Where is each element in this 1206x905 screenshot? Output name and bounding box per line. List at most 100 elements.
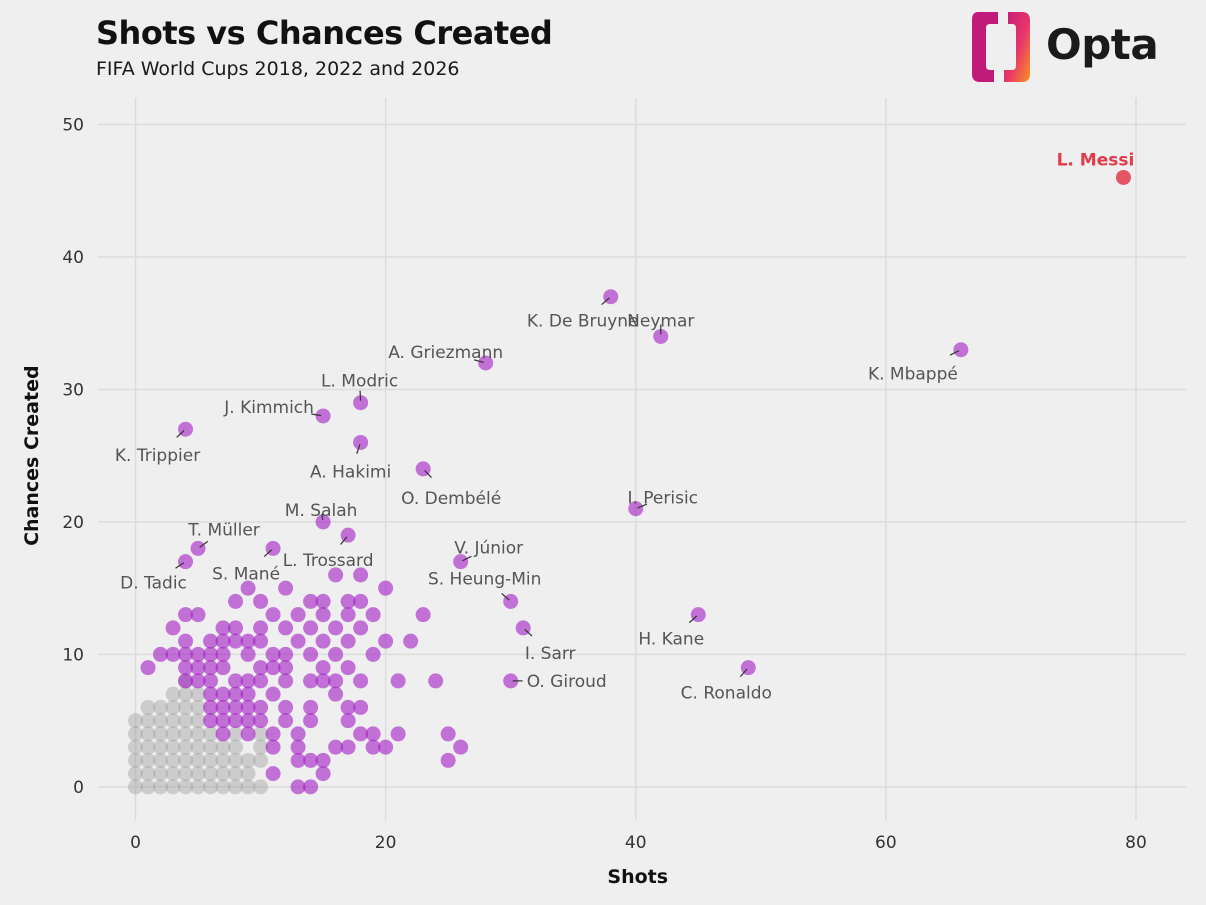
player-point (215, 646, 231, 662)
label-leader (311, 413, 322, 417)
labeled-point (953, 342, 969, 358)
player-point (378, 580, 394, 596)
player-point (240, 646, 256, 662)
player-point (390, 726, 406, 742)
labeled-point (353, 434, 369, 450)
player-point (278, 646, 294, 662)
grey-point (215, 779, 231, 795)
label-leader (739, 668, 748, 678)
player-point (303, 673, 319, 689)
label-leader (176, 430, 185, 438)
label-leader (263, 549, 273, 558)
grey-point (178, 713, 194, 729)
player-point (303, 646, 319, 662)
player-point (290, 726, 306, 742)
player-point (353, 726, 369, 742)
player-point (253, 593, 269, 609)
grey-point (153, 779, 169, 795)
labeled-point (453, 554, 469, 570)
grey-point (228, 739, 244, 755)
highlight-point (1115, 169, 1131, 185)
player-point (265, 766, 281, 782)
grey-point (128, 779, 144, 795)
player-label: Neymar (627, 311, 694, 331)
grey-point (203, 739, 219, 755)
player-point (353, 593, 369, 609)
grey-point (240, 752, 256, 768)
grey-point (253, 726, 269, 742)
grey-point (203, 779, 219, 795)
player-point (240, 580, 256, 596)
player-point (203, 713, 219, 729)
grey-point (140, 779, 156, 795)
grey-point (190, 713, 206, 729)
player-point (403, 633, 419, 649)
player-point (378, 633, 394, 649)
player-point (265, 660, 281, 676)
grey-point (165, 752, 181, 768)
grey-point (153, 752, 169, 768)
player-point (228, 686, 244, 702)
label-leader (199, 540, 209, 548)
player-point (265, 686, 281, 702)
label-leader (424, 469, 432, 478)
player-point (265, 607, 281, 623)
player-point (353, 567, 369, 583)
x-tick-label: 40 (625, 833, 647, 853)
grey-point (190, 779, 206, 795)
opta-logo-text: Opta (1046, 20, 1159, 69)
grey-point (165, 739, 181, 755)
player-label: S. Mané (212, 564, 280, 584)
grey-point (203, 726, 219, 742)
player-point (228, 713, 244, 729)
grey-point (153, 726, 169, 742)
player-point (253, 673, 269, 689)
player-point (215, 726, 231, 742)
player-point (340, 593, 356, 609)
grey-point (128, 766, 144, 782)
player-point (365, 646, 381, 662)
player-point (178, 660, 194, 676)
player-point (278, 699, 294, 715)
tick-labels: 0 20 40 60 80 0 10 20 30 40 50 (62, 115, 1146, 853)
y-tick-label: 20 (62, 513, 84, 533)
player-point (278, 713, 294, 729)
player-point (153, 646, 169, 662)
label-leader (688, 615, 698, 624)
player-label: K. De Bruyne (527, 312, 639, 332)
player-label: M. Salah (285, 501, 358, 521)
grey-point (165, 766, 181, 782)
player-point (328, 673, 344, 689)
grey-point (153, 766, 169, 782)
grey-point (215, 739, 231, 755)
player-point (228, 593, 244, 609)
label-leader (473, 359, 484, 364)
grey-point (128, 752, 144, 768)
player-point (215, 633, 231, 649)
player-point (178, 646, 194, 662)
player-point (240, 686, 256, 702)
grey-point (178, 779, 194, 795)
player-point (278, 660, 294, 676)
grey-point (253, 752, 269, 768)
grey-point (228, 766, 244, 782)
label-leader (524, 628, 533, 637)
player-point (278, 580, 294, 596)
label-leader (356, 444, 361, 454)
player-point (190, 646, 206, 662)
player-point (365, 739, 381, 755)
player-label: A. Hakimi (310, 462, 391, 482)
player-point (240, 633, 256, 649)
player-label: L. Trossard (283, 551, 374, 571)
player-point (340, 739, 356, 755)
player-point (240, 726, 256, 742)
labeled-point (353, 395, 369, 411)
player-point (265, 739, 281, 755)
label-leader (501, 593, 510, 601)
player-point (240, 699, 256, 715)
player-point (278, 620, 294, 636)
grey-point (140, 739, 156, 755)
grey-point (153, 739, 169, 755)
player-label: I. Perisic (627, 489, 698, 509)
